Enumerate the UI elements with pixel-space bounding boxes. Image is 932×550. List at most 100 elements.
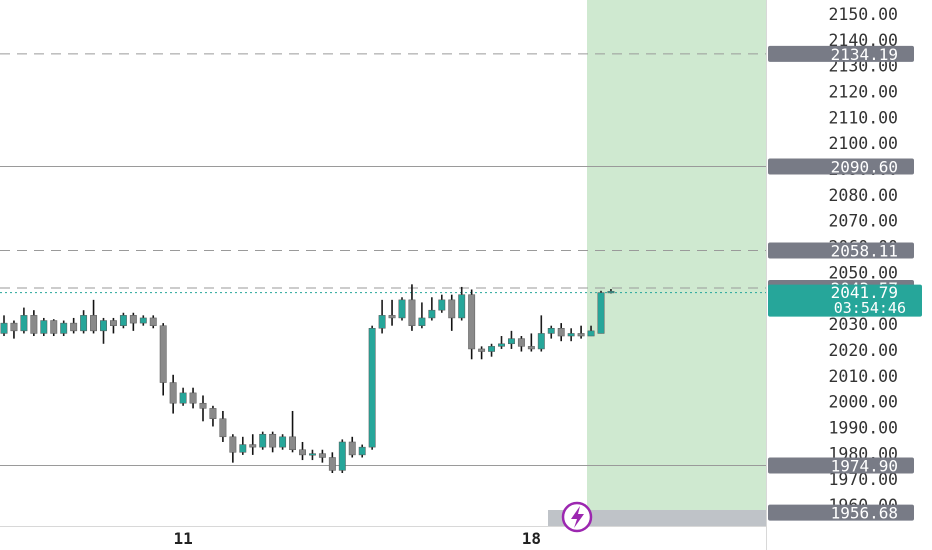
candle-down — [478, 348, 486, 352]
candle-up — [508, 338, 515, 345]
time-tick-label: 11 — [173, 529, 192, 548]
price-level-label-text: 2058.11 — [831, 241, 898, 260]
current-price-label-bg — [768, 284, 922, 317]
candle-up — [139, 317, 147, 324]
candle-up — [119, 315, 127, 326]
countdown-timer: 03:54:46 — [834, 299, 906, 317]
lightning-icon-bolt — [571, 506, 584, 528]
candle-up — [0, 322, 8, 334]
price-tick-label: 2050.00 — [828, 263, 898, 282]
candle-up — [40, 320, 48, 334]
candle-down — [219, 418, 227, 438]
candle-up — [100, 320, 107, 332]
lightning-icon[interactable] — [561, 501, 593, 533]
candle-up — [368, 328, 376, 448]
price-level-label: 2090.60 — [768, 158, 914, 177]
price-tick-label: 2010.00 — [828, 367, 898, 386]
candle-up — [498, 343, 505, 347]
candle-up — [378, 315, 386, 329]
candle-up — [309, 453, 316, 456]
candle-down — [269, 433, 277, 448]
candle-down — [50, 320, 58, 334]
highlight-zone — [587, 0, 766, 526]
price-level-label-text: 2090.60 — [831, 158, 898, 177]
price-tick-label: 2020.00 — [828, 341, 898, 360]
price-level-label: 1974.90 — [768, 456, 914, 475]
price-level-label-text: 2134.19 — [831, 45, 898, 64]
price-level-label-text: 1974.90 — [831, 456, 898, 475]
candle-down — [129, 315, 137, 324]
candle-down — [70, 322, 78, 332]
price-tick-label: 1990.00 — [828, 418, 898, 437]
candle-up — [259, 433, 267, 448]
candle-down — [169, 382, 177, 404]
price-level-label: 1956.68 — [768, 504, 914, 523]
candle-down — [517, 338, 525, 347]
candle-down — [90, 315, 97, 332]
candle-down — [10, 322, 18, 332]
candle-up — [567, 333, 575, 337]
price-level-label: 2134.19 — [768, 45, 914, 64]
candle-down — [189, 392, 197, 404]
candle-down — [577, 333, 585, 337]
highlight-zone-rect — [587, 0, 766, 526]
price-tick-label: 2110.00 — [828, 108, 898, 127]
candle-down — [159, 325, 167, 383]
candle-down — [209, 408, 217, 419]
candle-up — [179, 392, 187, 404]
candle-down — [527, 346, 535, 350]
candle-down — [199, 402, 207, 409]
price-tick-label: 2140.00 — [828, 31, 898, 50]
candle-down — [468, 294, 476, 350]
candle-down — [30, 315, 38, 334]
candle-up — [418, 317, 426, 326]
candle-down — [318, 453, 326, 458]
candle-up — [458, 294, 466, 319]
candle-down — [110, 320, 117, 326]
price-tick-label: 2100.00 — [828, 134, 898, 153]
current-price-value: 2041.79 — [831, 283, 898, 302]
price-tick-label: 2080.00 — [828, 186, 898, 205]
candle-up — [358, 446, 366, 456]
candle-up — [60, 322, 68, 334]
candle-up — [398, 299, 406, 319]
time-axis[interactable]: 11 18 — [0, 526, 766, 549]
price-level-label-bg — [768, 457, 914, 474]
candle-down — [348, 441, 356, 456]
price-level-label-bg — [768, 504, 914, 521]
candle-up — [20, 315, 28, 332]
price-level-label-bg — [768, 242, 914, 259]
price-level-label-bg — [768, 158, 914, 175]
price-tick-label: 2120.00 — [828, 83, 898, 102]
candle-down — [448, 299, 456, 319]
price-axis[interactable]: 2150.002140.002130.002120.002110.002100.… — [766, 0, 923, 550]
candle-down — [249, 444, 257, 448]
overlays — [548, 501, 766, 533]
candle-up — [428, 309, 436, 319]
candle-up — [488, 346, 496, 352]
candle-down — [149, 317, 157, 326]
candle-up — [438, 299, 446, 311]
price-tick-label: 2000.00 — [828, 393, 898, 412]
candle-up — [607, 291, 615, 294]
candle-down — [388, 315, 396, 319]
candle-up — [587, 330, 595, 337]
candle-up — [239, 444, 247, 453]
candles — [0, 284, 615, 473]
price-level-label: 2058.11 — [768, 241, 914, 260]
candle-down — [289, 436, 297, 450]
price-level-lines — [0, 53, 766, 466]
price-level-label-bg — [768, 45, 914, 62]
candle-up — [279, 436, 287, 448]
candle-down — [557, 328, 565, 337]
candle-up — [547, 328, 555, 334]
candle-down — [408, 299, 416, 326]
time-tick-label: 18 — [522, 529, 541, 548]
price-tick-label: 1970.00 — [828, 470, 898, 489]
candle-up — [537, 333, 545, 350]
candle-up — [338, 441, 346, 471]
price-tick-label: 2150.00 — [828, 5, 898, 24]
price-level-label-text: 1956.68 — [831, 504, 898, 523]
